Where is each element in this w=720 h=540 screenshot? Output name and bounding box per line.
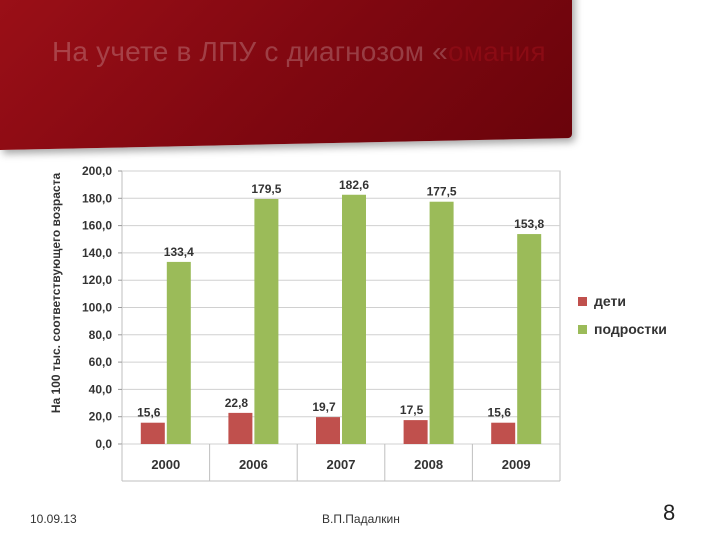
slide-subtitle-hidden	[240, 70, 500, 86]
y-tick-label: 120,0	[82, 273, 112, 287]
bar-дети-2008	[403, 420, 428, 444]
legend-swatch	[578, 325, 587, 334]
bar-chart: На 100 тыс. соответствующего возраста 0,…	[49, 164, 667, 482]
page-number: 8	[663, 500, 676, 525]
x-tick-label: 2009	[502, 457, 531, 472]
bar-дети-2000	[140, 422, 165, 444]
x-tick-label: 2000	[151, 457, 180, 472]
legend-swatch	[578, 297, 587, 306]
bar-подростки-2007	[342, 194, 366, 444]
footer-date: 10.09.13	[30, 512, 77, 526]
y-tick-label: 20,0	[89, 410, 113, 424]
y-tick-label: 0,0	[95, 437, 112, 451]
bar-дети-2006	[228, 412, 253, 444]
y-tick-label: 100,0	[82, 301, 112, 315]
value-label: 15,6	[488, 406, 512, 420]
value-label: 17,5	[400, 403, 424, 417]
y-axis-label: На 100 тыс. соответствующего возраста	[49, 173, 63, 414]
x-tick-labels: 2000 2006 2007 2008 2009	[151, 457, 530, 472]
value-label: 19,7	[312, 400, 336, 414]
y-tick-label: 40,0	[89, 382, 113, 396]
y-tick-label: 200,0	[82, 164, 112, 178]
bar-дети-2009	[491, 422, 516, 444]
footer-author: В.П.Падалкин	[322, 512, 400, 526]
slide-title-visible: омания	[447, 36, 546, 67]
y-tick-labels: 0,0 20,0 40,0 60,0 80,0 100,0 120,0 140,0 160,0 1…	[82, 164, 112, 451]
value-label: 182,6	[339, 178, 369, 192]
value-labels: 15,6 133,4 22,8 179,5 19,7 182,6 17,5 177,5 15,6…	[137, 178, 544, 420]
bar-подростки-2008	[429, 201, 454, 444]
slide-title: На учете в ЛПУ с диагнозом «омания	[52, 36, 692, 68]
bars	[140, 194, 542, 444]
bar-дети-2007	[316, 417, 340, 444]
y-tick-label: 80,0	[89, 328, 113, 342]
gridlines	[118, 170, 561, 482]
slide-title-hidden: На учете в ЛПУ с диагнозом «	[52, 36, 448, 67]
value-label: 177,5	[427, 185, 457, 199]
x-tick-label: 2006	[239, 457, 268, 472]
value-label: 153,8	[514, 217, 544, 231]
y-tick-label: 140,0	[82, 246, 112, 260]
y-tick-label: 180,0	[82, 191, 112, 205]
y-tick-label: 60,0	[89, 355, 113, 369]
value-label: 15,6	[137, 406, 161, 420]
value-label: 179,5	[251, 182, 281, 196]
legend-label: дети	[594, 293, 626, 309]
bar-подростки-2000	[166, 261, 191, 444]
legend-label: подростки	[594, 321, 667, 337]
value-label: 133,4	[164, 245, 194, 259]
y-tick-label: 160,0	[82, 219, 112, 233]
x-tick-label: 2008	[414, 457, 443, 472]
x-tick-label: 2007	[327, 457, 356, 472]
legend: дети подростки	[578, 293, 667, 337]
bar-подростки-2009	[517, 234, 542, 444]
bar-подростки-2006	[254, 198, 279, 444]
value-label: 22,8	[225, 396, 249, 410]
